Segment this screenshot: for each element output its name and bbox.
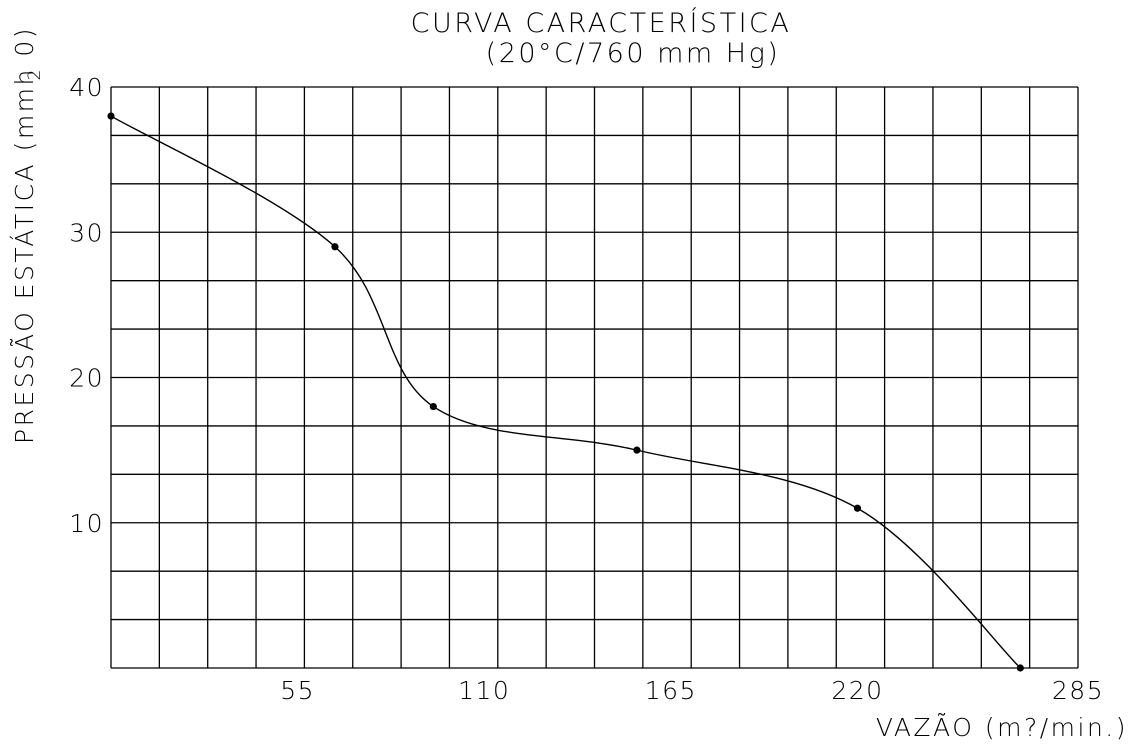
y-axis-label-subscript-group: 2	[25, 70, 45, 81]
data-point	[429, 402, 437, 411]
y-tick-label: 30	[69, 218, 104, 247]
data-point	[853, 504, 862, 512]
data-point	[331, 243, 339, 251]
y-tick-labels: 10 20 30 40	[69, 73, 104, 538]
x-axis-label: VAZÃO (m?/min.)	[876, 713, 1128, 742]
chart-subtitle: (20°C/760 mm Hg)	[486, 38, 781, 69]
data-point	[633, 446, 641, 454]
data-point	[107, 112, 115, 120]
series-curve	[110, 115, 1021, 669]
x-tick-label: 110	[458, 676, 510, 705]
x-tick-label: 285	[1052, 676, 1104, 705]
x-tick-labels: 55 110 165 220 285	[280, 676, 1104, 705]
y-tick-label: 10	[69, 509, 104, 538]
data-points	[107, 112, 1024, 672]
y-tick-label: 20	[69, 364, 104, 393]
chart-title: CURVA CARACTERÍSTICA	[411, 7, 792, 39]
grid	[110, 86, 1079, 669]
data-point	[1016, 664, 1024, 672]
x-tick-label: 55	[280, 676, 315, 705]
y-tick-label: 40	[69, 73, 104, 102]
y-axis-label-subscript: 2	[25, 70, 45, 81]
x-tick-label: 165	[645, 676, 697, 705]
y-axis-label: PRESSÃO ESTÁTICA (mmh 0)	[10, 26, 39, 444]
y-axis-label-group: PRESSÃO ESTÁTICA (mmh 0)	[10, 26, 39, 444]
x-tick-label: 220	[831, 676, 883, 705]
